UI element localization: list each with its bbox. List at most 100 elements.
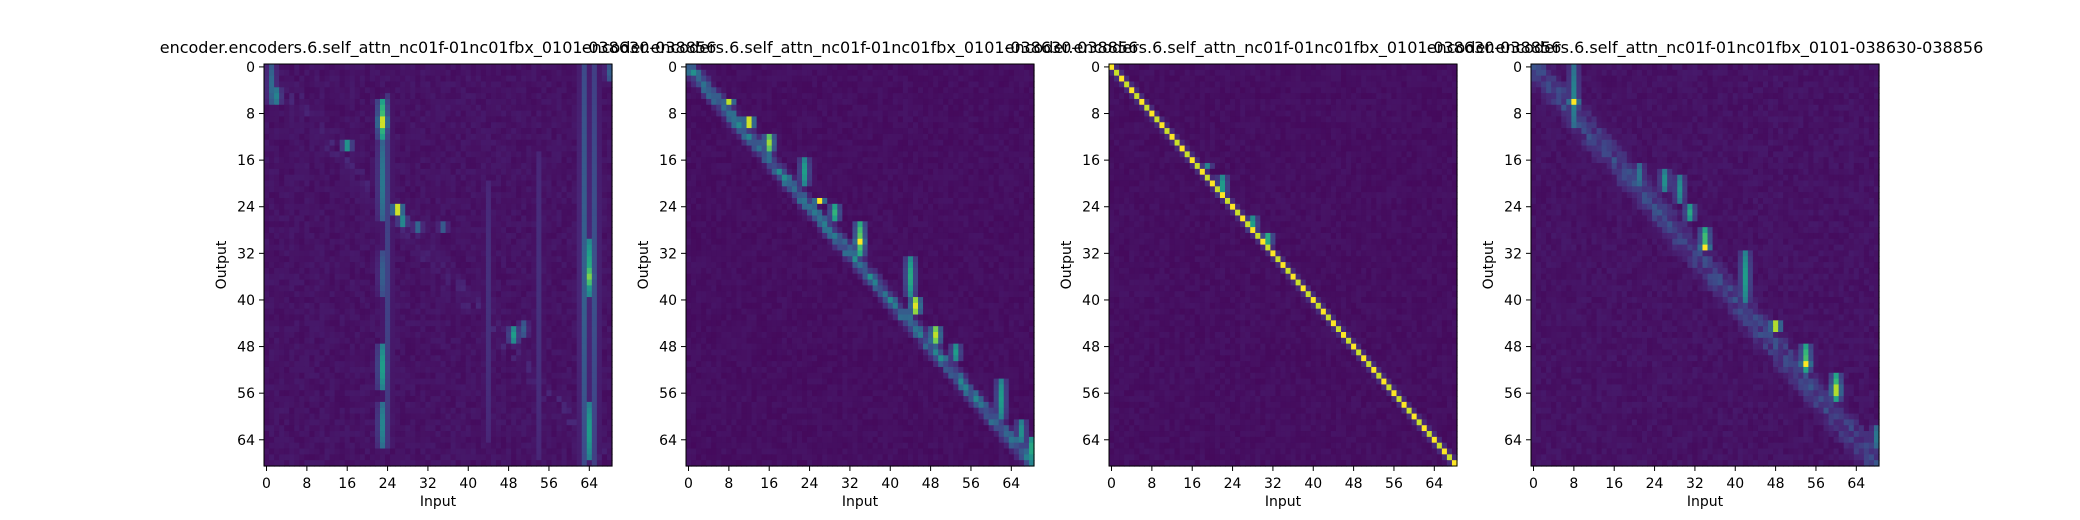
heatmap-cell xyxy=(369,396,376,403)
heatmap-cell xyxy=(536,436,542,444)
heatmap-cell xyxy=(319,267,326,275)
heatmap-cell xyxy=(606,442,613,450)
heatmap-cell xyxy=(571,157,578,164)
heatmap-cell xyxy=(274,320,280,327)
heatmap-cell xyxy=(314,407,321,415)
heatmap-cell xyxy=(420,419,426,426)
heatmap-cell xyxy=(726,69,732,77)
heatmap-cell xyxy=(395,372,401,380)
heatmap-cell xyxy=(334,98,341,106)
heatmap-cell xyxy=(309,314,316,321)
heatmap-cell xyxy=(586,273,593,281)
heatmap-cell xyxy=(274,168,280,176)
heatmap-cell xyxy=(430,384,437,391)
heatmap-cell xyxy=(324,133,331,141)
heatmap-cell xyxy=(329,431,336,438)
heatmap-cell xyxy=(716,69,722,77)
heatmap-cell xyxy=(344,238,351,246)
heatmap-cell xyxy=(526,163,532,170)
heatmap-cell xyxy=(561,128,568,135)
heatmap-cell xyxy=(430,227,437,234)
heatmap-cell xyxy=(470,256,477,263)
heatmap-cell xyxy=(430,133,437,141)
heatmap-cell xyxy=(344,454,351,461)
heatmap-cell xyxy=(380,64,386,71)
heatmap-cell xyxy=(606,454,613,461)
heatmap-cell xyxy=(344,366,351,374)
heatmap-cell xyxy=(445,343,452,351)
heatmap-cell xyxy=(601,238,608,246)
heatmap-cell xyxy=(344,209,351,217)
heatmap-cell xyxy=(430,419,437,426)
heatmap-cells-2 xyxy=(686,64,1035,467)
heatmap-cell xyxy=(827,69,833,77)
heatmap-cell xyxy=(450,133,457,141)
heatmap-cell xyxy=(289,291,295,298)
heatmap-cell xyxy=(531,69,537,77)
heatmap-cell xyxy=(536,378,542,386)
heatmap-cell xyxy=(576,262,583,269)
heatmap-cell xyxy=(395,401,401,409)
heatmap-cell xyxy=(329,198,336,205)
heatmap-cell xyxy=(526,308,532,316)
heatmap-cell xyxy=(385,209,391,217)
heatmap-cell xyxy=(581,436,588,444)
heatmap-cell xyxy=(274,87,280,94)
heatmap-cell xyxy=(445,366,452,374)
heatmap-cell xyxy=(374,133,381,141)
heatmap-cell xyxy=(289,174,295,182)
heatmap-cell xyxy=(561,81,568,88)
heatmap-cell xyxy=(551,413,558,420)
heatmap-cell xyxy=(294,308,300,316)
heatmap-cell xyxy=(334,116,341,123)
heatmap-cell xyxy=(329,337,336,345)
heatmap-cell xyxy=(299,273,305,281)
heatmap-cell xyxy=(551,337,558,345)
heatmap-cell xyxy=(496,64,502,71)
heatmap-cell xyxy=(390,232,396,240)
heatmap-cell xyxy=(450,407,457,415)
heatmap-cell xyxy=(334,262,341,269)
heatmap-cell xyxy=(586,460,593,467)
heatmap-cell xyxy=(571,221,578,228)
heatmap-cell xyxy=(334,198,341,205)
heatmap-cell xyxy=(269,291,275,298)
heatmap-cell xyxy=(475,279,482,286)
heatmap-cell xyxy=(561,308,568,316)
heatmap-cell xyxy=(511,279,517,286)
heatmap-cell xyxy=(455,419,462,426)
heatmap-cell xyxy=(435,279,442,286)
heatmap-cell xyxy=(269,232,275,240)
heatmap-cell xyxy=(309,180,316,187)
heatmap-cell xyxy=(516,419,522,426)
heatmap-cell xyxy=(501,64,507,71)
heatmap-cell xyxy=(329,221,336,228)
heatmap-cell xyxy=(796,75,803,83)
heatmap-cell xyxy=(480,297,487,304)
heatmap-cell xyxy=(455,203,462,211)
heatmap-cell xyxy=(369,349,376,356)
heatmap-cell xyxy=(581,110,588,118)
heatmap-cell xyxy=(470,174,477,182)
heatmap-cell xyxy=(606,163,613,170)
heatmap-cell xyxy=(314,215,321,222)
heatmap-cell xyxy=(445,128,452,135)
heatmap-cell xyxy=(475,425,482,432)
heatmap-cell xyxy=(324,297,331,304)
heatmap-cell xyxy=(496,180,502,187)
heatmap-cell xyxy=(490,227,497,234)
heatmap-cell xyxy=(591,442,598,450)
heatmap-cell xyxy=(354,64,361,71)
heatmap-cell xyxy=(395,168,401,176)
heatmap-cell xyxy=(596,232,603,240)
heatmap-cell xyxy=(405,337,411,345)
heatmap-cell xyxy=(319,110,326,118)
heatmap-cell xyxy=(430,69,437,77)
heatmap-cell xyxy=(344,227,351,234)
heatmap-cell xyxy=(480,343,487,351)
heatmap-cell xyxy=(551,302,558,310)
heatmap-cell xyxy=(571,436,578,444)
heatmap-cell xyxy=(501,425,507,432)
heatmap-cell xyxy=(465,64,472,71)
heatmap-cell xyxy=(591,262,598,269)
